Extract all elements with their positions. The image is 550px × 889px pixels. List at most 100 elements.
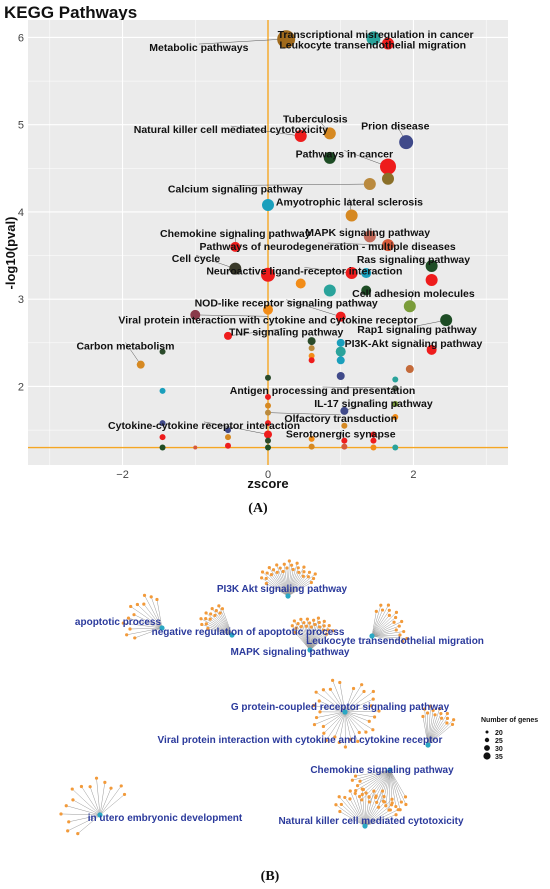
network-edge	[89, 786, 101, 816]
data-point	[265, 409, 271, 416]
gene-node	[431, 708, 435, 712]
hub-label: Natural killer cell mediated cytotoxicit…	[278, 816, 464, 827]
network-edge	[362, 769, 391, 795]
gene-node	[331, 629, 335, 633]
point-label: Chemokine signaling pathway	[160, 228, 311, 240]
gene-node	[71, 798, 75, 802]
network-edge	[309, 620, 314, 651]
network-edge	[206, 623, 233, 636]
gene-node	[317, 620, 321, 625]
gene-node	[389, 803, 394, 807]
network-edge	[279, 567, 289, 597]
gene-node	[439, 711, 443, 716]
network-edge	[427, 710, 434, 746]
hub-node	[97, 812, 103, 818]
gene-node	[322, 731, 326, 735]
gene-node	[314, 690, 318, 694]
network-edge	[371, 612, 397, 637]
network-edge	[273, 569, 289, 597]
network-edge	[359, 796, 366, 827]
gene-node	[313, 572, 317, 576]
point-label: Cell cycle	[172, 253, 221, 265]
hub-node	[425, 742, 431, 748]
gene-node	[360, 787, 364, 791]
network-edge	[210, 613, 233, 636]
gene-node	[109, 786, 113, 790]
network-edge	[287, 571, 305, 597]
network-edge	[344, 711, 367, 733]
network-edge	[99, 785, 122, 816]
point-label: Tuberculosis	[283, 114, 348, 126]
legend-size-marker	[483, 752, 491, 760]
y-tick-label: 5	[18, 120, 24, 132]
gene-node	[149, 595, 153, 599]
network-hub-labels: PI3K Akt signaling pathway apoptotic proc…	[75, 584, 484, 827]
data-point	[403, 300, 416, 313]
network-edge	[218, 605, 233, 636]
point-label: TNF signaling pathway	[229, 327, 344, 339]
network-edge	[219, 612, 233, 636]
gene-node	[302, 570, 306, 574]
gene-node	[269, 573, 274, 577]
gene-node	[452, 718, 456, 722]
label-leader-line	[327, 242, 389, 246]
network-edge	[369, 769, 391, 803]
network-edge	[287, 561, 290, 597]
network-edge	[292, 625, 311, 651]
data-point	[294, 130, 307, 143]
gene-node	[380, 608, 385, 612]
network-edge	[371, 625, 400, 637]
gene-node	[380, 789, 385, 793]
network-edge	[276, 564, 289, 597]
network-edge	[427, 713, 448, 746]
legend-size-label: 20	[495, 730, 503, 737]
network-edge	[344, 711, 373, 730]
data-point	[277, 30, 296, 49]
network-edge	[282, 571, 289, 597]
point-label: Cytokine-cytokine receptor interaction	[108, 420, 300, 432]
network-edge	[344, 711, 360, 733]
gene-node	[206, 626, 210, 631]
gene-node	[376, 805, 381, 809]
point-label: Serotonergic synapse	[286, 429, 396, 441]
gene-node	[295, 561, 299, 565]
network-edge	[371, 621, 402, 637]
gene-node	[384, 804, 388, 808]
network-edge	[144, 595, 163, 629]
data-point	[262, 198, 274, 211]
gene-network-panel: PI3K Akt signaling pathway apoptotic proc…	[59, 559, 538, 884]
gene-node	[67, 820, 71, 824]
data-point	[361, 285, 372, 296]
data-point	[323, 127, 336, 140]
gene-node	[360, 792, 364, 797]
network-edge	[319, 700, 346, 713]
network-edge	[378, 769, 391, 808]
point-labels: Transcriptional misregulation in cancerL…	[76, 29, 482, 441]
data-point	[136, 360, 145, 369]
gene-node	[292, 619, 296, 623]
point-label: NOD-like receptor signaling pathway	[195, 298, 378, 310]
legend-size-marker	[485, 730, 489, 734]
network-edge	[371, 611, 377, 637]
data-point	[159, 420, 166, 427]
network-edge	[364, 809, 391, 827]
data-point	[440, 314, 453, 327]
network-edge	[424, 709, 429, 746]
gene-node	[299, 617, 303, 621]
gene-node	[445, 721, 449, 725]
network-edge	[371, 635, 407, 639]
gene-node	[135, 602, 139, 607]
network-edge	[344, 711, 358, 742]
hub-label: G protein-coupled receptor signaling pat…	[231, 702, 450, 713]
hub-node	[159, 625, 165, 631]
gene-node	[306, 575, 310, 579]
label-leader-line	[344, 399, 374, 412]
network-edge	[371, 631, 404, 637]
network-edge	[287, 565, 292, 597]
data-point	[190, 309, 201, 320]
gene-node	[375, 800, 379, 804]
network-edge	[126, 627, 163, 636]
data-point	[345, 267, 358, 280]
network-edge	[307, 619, 311, 651]
data-point	[193, 445, 198, 450]
